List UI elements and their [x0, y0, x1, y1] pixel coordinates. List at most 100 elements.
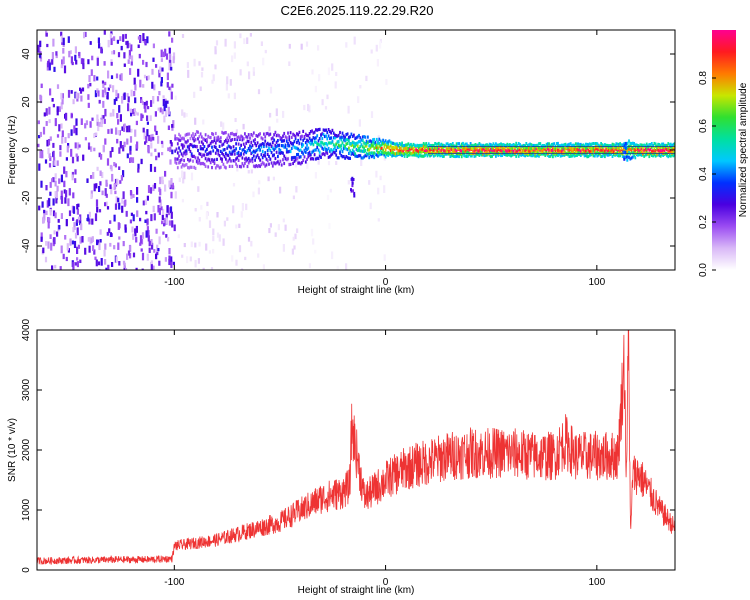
- spectrogram-cell: [244, 157, 246, 161]
- spectrogram-cell: [252, 149, 255, 153]
- spectrogram-cell: [374, 143, 377, 147]
- spectrogram-cell: [522, 153, 525, 157]
- spectrogram-cell: [54, 173, 57, 180]
- spectrogram-cell: [131, 157, 135, 163]
- spectrogram-cell: [169, 146, 172, 153]
- spectrogram-cell: [206, 140, 208, 144]
- spectrogram-cell: [577, 152, 580, 156]
- spectrogram-cell: [209, 141, 212, 145]
- spectrogram-cell: [318, 74, 321, 82]
- spectrogram-cell: [304, 132, 307, 136]
- spectrogram-cell: [610, 146, 613, 150]
- spectrogram-cell: [306, 162, 309, 169]
- y-tick-label: -40: [21, 238, 32, 253]
- spectrogram-cell: [104, 188, 107, 196]
- spectrogram-cell: [492, 146, 495, 150]
- spectrogram-cell: [315, 128, 317, 132]
- spectrogram-cell: [288, 149, 291, 154]
- spectrogram-cell: [392, 141, 395, 145]
- spectrogram-cell: [650, 153, 653, 157]
- spectrogram-cell: [121, 205, 124, 213]
- spectrogram-cell: [228, 135, 231, 139]
- spectrogram-cell: [187, 145, 189, 149]
- spectrogram-cell: [327, 134, 330, 138]
- spectrogram-cell: [543, 147, 545, 151]
- spectrogram-cell: [131, 226, 134, 233]
- spectrogram-cell: [275, 161, 278, 165]
- spectrogram-feature: [350, 188, 352, 192]
- spectrogram-cell: [465, 154, 468, 158]
- spectrogram-cell: [47, 60, 50, 68]
- spectrogram-cell: [185, 149, 188, 153]
- spectrogram-cell: [533, 146, 535, 150]
- spectrogram-cell: [136, 210, 139, 217]
- spectrogram-cell: [369, 151, 372, 155]
- spectrogram-cell: [68, 188, 71, 196]
- spectrogram-cell: [382, 152, 384, 156]
- spectrogram-cell: [183, 144, 185, 148]
- spectrogram-cell: [187, 166, 189, 170]
- spectrogram-cell: [673, 153, 675, 157]
- spectrogram-cell: [274, 144, 277, 148]
- spectrogram-cell: [583, 154, 586, 158]
- spectrogram-cell: [104, 202, 107, 207]
- spectrogram-cell: [547, 142, 549, 146]
- spectrogram-cell: [562, 148, 564, 152]
- spectrogram-cell: [100, 154, 103, 160]
- spectrogram-cell: [307, 146, 310, 150]
- spectrogram-cell: [413, 148, 416, 152]
- spectrogram-cell: [51, 178, 54, 182]
- spectrogram-cell: [467, 150, 469, 154]
- spectrogram-cell: [316, 142, 319, 146]
- spectrogram-cell: [225, 151, 227, 155]
- spectrogram-cell: [169, 140, 172, 144]
- spectrogram-cell: [189, 165, 192, 169]
- spectrogram-cell: [277, 139, 279, 143]
- spectrogram-cell: [419, 153, 421, 157]
- spectrogram-cell: [656, 147, 658, 151]
- spectrogram-cell: [297, 147, 300, 151]
- spectrogram-cell: [152, 43, 155, 49]
- spectrogram-cell: [538, 146, 540, 150]
- spectrogram-cell: [225, 83, 228, 91]
- spectrogram-cell: [119, 114, 122, 122]
- spectrogram-cell: [509, 151, 511, 155]
- spectrogram-cell: [100, 46, 103, 54]
- spectrogram-cell: [517, 154, 520, 158]
- spectrogram-cell: [135, 120, 138, 126]
- spectrogram-cell: [116, 138, 119, 144]
- spectrogram-cell: [265, 157, 268, 161]
- spectrogram-cell: [439, 143, 441, 147]
- spectrogram-cell: [214, 46, 217, 55]
- spectrogram-cell: [256, 141, 259, 145]
- spectrogram-cell: [115, 256, 118, 263]
- spectrogram-cell: [258, 133, 260, 137]
- spectrogram-cell: [187, 69, 190, 78]
- spectrogram-cell: [403, 143, 406, 148]
- spectrogram-cell: [502, 149, 505, 154]
- spectrogram-cell: [496, 146, 499, 150]
- spectrogram-cell: [519, 150, 521, 154]
- spectrogram-cell: [639, 151, 642, 155]
- spectrogram-cell: [455, 142, 458, 146]
- spectrogram-cell: [129, 157, 133, 163]
- spectrogram-cell: [242, 164, 245, 168]
- spectrogram-cell: [426, 148, 429, 152]
- spectrogram-cell: [302, 158, 305, 163]
- spectrogram-cell: [446, 147, 449, 151]
- spectrogram-cell: [619, 142, 621, 146]
- spectrogram-cell: [311, 157, 313, 161]
- spectrogram-cell: [576, 153, 578, 157]
- spectrogram-cell: [270, 161, 273, 165]
- spectrogram-cell: [370, 151, 373, 155]
- spectrogram-cell: [166, 72, 169, 81]
- spectrogram-cell: [76, 257, 79, 261]
- spectrogram-cell: [217, 135, 220, 139]
- spectrogram-cell: [436, 154, 439, 158]
- spectrogram-cell: [453, 148, 455, 152]
- spectrogram-cell: [218, 144, 221, 148]
- spectrogram-cell: [615, 148, 618, 152]
- spectrogram-cell: [190, 172, 194, 181]
- spectrogram-cell: [348, 136, 350, 140]
- spectrogram-cell: [618, 143, 620, 147]
